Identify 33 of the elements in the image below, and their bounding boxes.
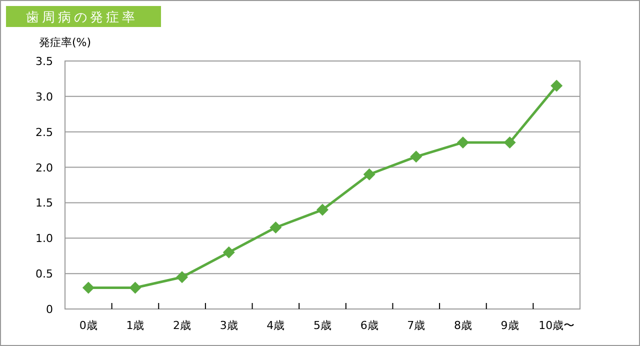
x-tick-label: 6歳 — [360, 319, 378, 332]
x-tick-label: 8歳 — [454, 319, 472, 332]
point — [129, 282, 142, 294]
point — [270, 222, 282, 234]
point — [176, 271, 188, 284]
y-tick-label: 0 — [46, 303, 53, 316]
point — [363, 168, 376, 180]
y-tick-label: 3.0 — [36, 90, 53, 104]
x-tick-label: 5歳 — [314, 319, 332, 332]
y-tick-label: 0.5 — [36, 268, 53, 281]
point — [456, 136, 469, 148]
y-tick-label: 1.5 — [36, 196, 53, 210]
x-tick-label: 7歳 — [407, 319, 426, 332]
point — [504, 136, 516, 148]
x-tick-label: 9歳 — [500, 319, 519, 332]
chart-title: 歯周病の発症率 — [26, 10, 138, 26]
x-tick-label: 1歳 — [126, 319, 144, 332]
point — [222, 246, 235, 258]
y-tick-label: 2.0 — [36, 161, 53, 174]
point — [316, 204, 328, 216]
point — [82, 282, 94, 294]
x-tick-label: 4歳 — [266, 319, 285, 332]
y-tick-label: 1.0 — [36, 232, 53, 246]
x-tick-label: 3歳 — [220, 319, 238, 332]
y-tick-label: 3.5 — [36, 55, 53, 68]
y-tick-label: 2.5 — [36, 126, 53, 139]
y-axis-title: 発症率(%) — [39, 36, 92, 49]
title: 歯周病の発症率 — [6, 6, 161, 27]
x-tick-label: 0歳 — [79, 319, 98, 332]
x-tick-label: 2歳 — [173, 319, 192, 332]
x-tick-label: 10歳〜 — [538, 319, 575, 332]
point — [410, 150, 422, 163]
point — [550, 80, 563, 92]
